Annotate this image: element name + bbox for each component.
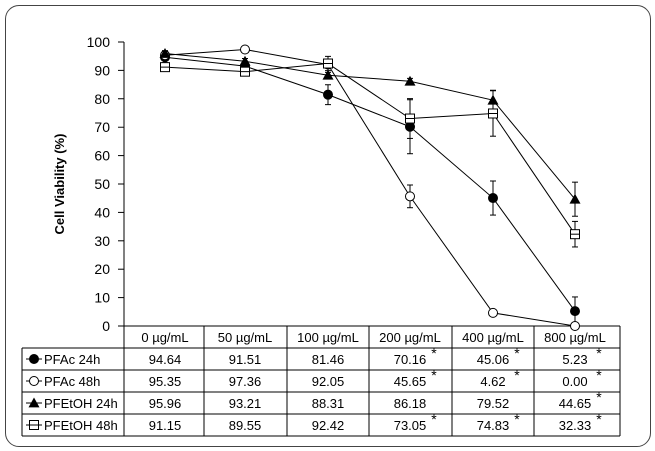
data-label: 93.21 <box>229 396 262 411</box>
data-label: 0.00 <box>562 374 587 389</box>
series-line <box>164 56 576 312</box>
data-point <box>570 321 580 331</box>
data-label: 97.36 <box>229 374 262 389</box>
legend-label: PFEtOH 24h <box>44 396 118 411</box>
data-label: 44.65 <box>559 396 592 411</box>
data-point <box>240 44 250 55</box>
significance-marker: * <box>596 389 602 405</box>
data-label: 95.96 <box>149 396 182 411</box>
significance-marker: * <box>431 411 437 427</box>
data-label: 73.05 <box>394 418 427 433</box>
y-tick-label: 60 <box>94 148 110 164</box>
data-label: 92.05 <box>312 374 345 389</box>
data-label: 4.62 <box>480 374 505 389</box>
legend-label: PFEtOH 48h <box>44 418 118 433</box>
y-tick-label: 80 <box>94 91 110 107</box>
chart-frame: 0 10 20 30 40 50 60 70 80 90 100 Cell Viability (%)… <box>5 5 651 447</box>
category-label: 400 µg/mL <box>462 330 524 345</box>
category-label: 200 µg/mL <box>379 330 441 345</box>
significance-marker: * <box>431 367 437 383</box>
legend-marker <box>29 354 39 364</box>
y-tick-label: 10 <box>94 290 110 306</box>
y-tick-label: 50 <box>94 176 110 192</box>
significance-marker: * <box>514 345 520 361</box>
data-label: 32.33 <box>559 418 592 433</box>
y-tick-label: 90 <box>94 62 110 78</box>
data-label: 92.42 <box>312 418 345 433</box>
category-label: 50 µg/mL <box>218 330 272 345</box>
y-axis-title: Cell Viability (%) <box>52 134 67 235</box>
data-point <box>159 47 171 58</box>
data-point <box>570 306 580 317</box>
significance-marker: * <box>596 411 602 427</box>
data-point <box>405 113 415 124</box>
data-point <box>239 55 251 66</box>
data-label: 91.51 <box>229 352 262 367</box>
series-line <box>164 52 576 200</box>
data-point <box>160 62 170 73</box>
data-point <box>323 89 333 100</box>
data-label: 95.35 <box>149 374 182 389</box>
data-point <box>488 108 498 119</box>
y-tick-label: 100 <box>87 34 111 50</box>
data-label: 45.06 <box>477 352 510 367</box>
significance-marker: * <box>596 345 602 361</box>
significance-marker: * <box>431 345 437 361</box>
significance-marker: * <box>514 367 520 383</box>
legend-label: PFAc 48h <box>44 374 100 389</box>
y-tick-label: 40 <box>94 204 110 220</box>
legend-marker <box>29 376 39 386</box>
data-label: 74.83 <box>477 418 510 433</box>
data-label: 79.52 <box>477 396 510 411</box>
series-line <box>164 63 576 235</box>
data-point <box>240 66 250 77</box>
data-point <box>488 307 498 318</box>
data-label: 88.31 <box>312 396 345 411</box>
data-label: 81.46 <box>312 352 345 367</box>
significance-marker: * <box>596 367 602 383</box>
y-tick-label: 30 <box>94 233 110 249</box>
y-tick-label: 20 <box>94 261 110 277</box>
data-point <box>570 229 580 240</box>
data-point <box>404 75 416 86</box>
data-label: 45.65 <box>394 374 427 389</box>
category-label: 0 µg/mL <box>141 330 188 345</box>
data-label: 94.64 <box>149 352 182 367</box>
data-point <box>323 58 333 69</box>
data-point <box>569 193 581 204</box>
category-label: 800 µg/mL <box>544 330 606 345</box>
legend-marker <box>29 420 39 430</box>
data-point <box>405 191 415 202</box>
significance-marker: * <box>514 411 520 427</box>
data-label: 70.16 <box>394 352 427 367</box>
legend-label: PFAc 24h <box>44 352 100 367</box>
chart-svg: 0 10 20 30 40 50 60 70 80 90 100 Cell Viability (%)… <box>21 34 621 437</box>
y-tick-label: 0 <box>102 318 110 334</box>
data-label: 91.15 <box>149 418 182 433</box>
data-point <box>488 193 498 204</box>
y-tick-label: 70 <box>94 119 110 135</box>
data-label: 89.55 <box>229 418 262 433</box>
category-label: 100 µg/mL <box>297 330 359 345</box>
data-label: 86.18 <box>394 396 427 411</box>
data-label: 5.23 <box>562 352 587 367</box>
legend-marker <box>28 397 40 408</box>
data-point <box>322 69 334 80</box>
series-line <box>164 48 576 327</box>
